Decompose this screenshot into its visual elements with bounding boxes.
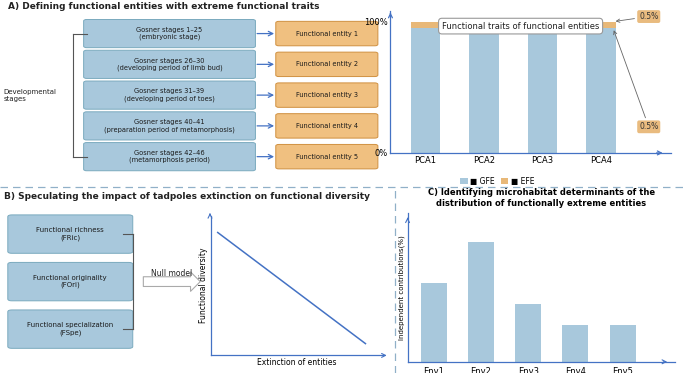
Text: A) Defining functional entities with extreme functional traits: A) Defining functional entities with ext…: [8, 2, 319, 11]
FancyBboxPatch shape: [8, 263, 133, 301]
Text: Functional richness
(FRic): Functional richness (FRic): [36, 228, 104, 241]
Bar: [586, 28, 616, 153]
FancyBboxPatch shape: [276, 83, 378, 107]
FancyBboxPatch shape: [84, 19, 256, 48]
Text: B) Speculating the impact of tadpoles extinction on functional diversity: B) Speculating the impact of tadpoles ex…: [4, 192, 370, 201]
Bar: [411, 22, 440, 28]
Text: Functional traits of functional entities: Functional traits of functional entities: [442, 22, 599, 31]
Text: Functional originality
(FOri): Functional originality (FOri): [34, 275, 107, 288]
Text: Functional entity 2: Functional entity 2: [296, 61, 358, 68]
Bar: [586, 22, 616, 28]
Bar: [528, 28, 557, 153]
Legend: ■ GFE, ■ EFE: ■ GFE, ■ EFE: [457, 174, 537, 189]
Text: Gosner stages 1–25
(embryonic stage): Gosner stages 1–25 (embryonic stage): [136, 27, 203, 40]
Bar: [562, 325, 588, 362]
Bar: [421, 283, 447, 362]
FancyBboxPatch shape: [276, 52, 378, 76]
Text: Functional entity 4: Functional entity 4: [296, 123, 358, 129]
FancyBboxPatch shape: [8, 215, 133, 253]
Bar: [515, 304, 541, 362]
Text: Functional specialization
(FSpe): Functional specialization (FSpe): [27, 322, 114, 336]
Text: Gosner stages 40–41
(preparation period of metamorphosis): Gosner stages 40–41 (preparation period …: [104, 119, 235, 133]
Text: Gosner stages 42–46
(metamorphosis period): Gosner stages 42–46 (metamorphosis perio…: [129, 150, 210, 163]
FancyBboxPatch shape: [84, 142, 256, 171]
Text: Functional entity 1: Functional entity 1: [296, 31, 358, 37]
Bar: [469, 28, 499, 153]
Y-axis label: Independent contributions(%): Independent contributions(%): [398, 235, 405, 339]
Title: C) Identifying microhabitat determinants of the
distribution of functionally ext: C) Identifying microhabitat determinants…: [427, 188, 655, 208]
FancyBboxPatch shape: [84, 81, 256, 109]
Bar: [468, 242, 494, 362]
Text: Functional entity 5: Functional entity 5: [296, 154, 358, 160]
FancyBboxPatch shape: [84, 112, 256, 140]
FancyBboxPatch shape: [8, 310, 133, 348]
FancyBboxPatch shape: [276, 144, 378, 169]
Bar: [528, 22, 557, 28]
Text: 0.5%: 0.5%: [616, 12, 658, 22]
Text: 0.5%: 0.5%: [614, 31, 658, 131]
Bar: [411, 28, 440, 153]
Text: Functional entity 3: Functional entity 3: [296, 92, 358, 98]
Text: Developmental
stages: Developmental stages: [4, 89, 57, 101]
Bar: [469, 22, 499, 28]
FancyBboxPatch shape: [84, 50, 256, 78]
Text: Null model: Null model: [151, 269, 192, 278]
FancyBboxPatch shape: [276, 114, 378, 138]
Bar: [610, 325, 636, 362]
Text: Gosner stages 31–39
(developing period of toes): Gosner stages 31–39 (developing period o…: [124, 88, 215, 102]
Text: Gosner stages 26–30
(developing period of limb bud): Gosner stages 26–30 (developing period o…: [116, 57, 223, 71]
FancyBboxPatch shape: [276, 21, 378, 46]
